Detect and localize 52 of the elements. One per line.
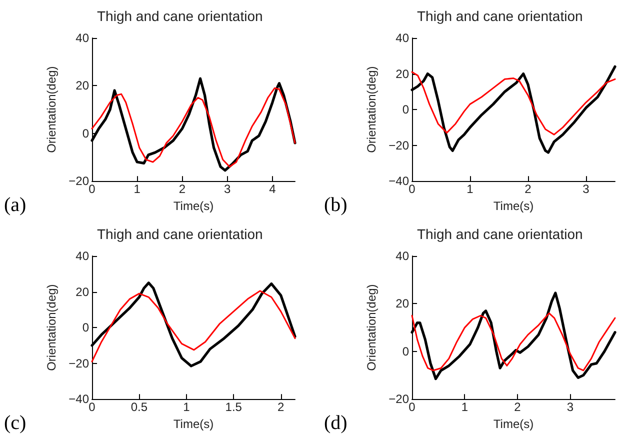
y-tick-label: 40 xyxy=(76,31,90,45)
x-tick-label: 3 xyxy=(224,182,231,196)
text: (d) xyxy=(324,412,348,434)
chart-title: Thigh and cane orientation xyxy=(97,8,263,24)
x-tick-label: 0.5 xyxy=(130,400,148,414)
y-tick-label: −40 xyxy=(388,174,410,188)
x-axis-title: Time(s) xyxy=(493,417,534,431)
x-axis-title: Time(s) xyxy=(173,199,214,213)
x-tick-label: 1 xyxy=(461,400,468,414)
line-series xyxy=(91,87,296,168)
x-tick-label: 1 xyxy=(134,182,141,196)
chart-title: Thigh and cane orientation xyxy=(417,8,583,24)
x-tick-label: 2 xyxy=(524,182,532,196)
x-axis-title: Time(s) xyxy=(493,199,534,213)
y-tick-label: −40 xyxy=(68,392,90,406)
x-tick-label: 1.5 xyxy=(225,400,242,414)
chart-title: Thigh and cane orientation xyxy=(97,226,263,242)
x-tick-label: 1 xyxy=(466,182,474,196)
text: (a) xyxy=(4,194,26,216)
x-tick-label: 4 xyxy=(269,182,276,196)
y-tick-label: −20 xyxy=(68,356,90,370)
y-tick-label: 0 xyxy=(402,102,410,117)
x-tick-label: 2 xyxy=(514,400,522,414)
y-tick-label: −20 xyxy=(388,392,410,406)
y-tick-label: 0 xyxy=(82,126,90,140)
chart-title: Thigh and cane orientation xyxy=(417,226,583,242)
line-series xyxy=(91,290,296,362)
y-tick-label: 20 xyxy=(396,296,410,311)
x-tick-label: 2 xyxy=(277,400,284,414)
y-tick-label: 20 xyxy=(396,66,410,81)
y-tick-label: 40 xyxy=(76,249,90,263)
x-tick-label: 3 xyxy=(566,400,574,414)
y-axis-title: Orientation(deg) xyxy=(364,66,379,153)
y-axis-title: Orientation(deg) xyxy=(44,66,59,153)
y-axis-title: Orientation(deg) xyxy=(44,284,59,371)
text: (c) xyxy=(4,412,26,434)
line-series xyxy=(411,71,616,136)
text: (b) xyxy=(324,194,348,216)
x-axis-title: Time(s) xyxy=(173,417,214,431)
x-tick-label: 2 xyxy=(178,182,186,196)
y-tick-label: 40 xyxy=(396,249,410,263)
y-tick-label: 20 xyxy=(76,284,90,299)
x-tick-label: 1 xyxy=(183,400,190,414)
y-tick-label: 20 xyxy=(76,78,90,93)
y-tick-label: 40 xyxy=(396,31,410,45)
y-tick-label: 0 xyxy=(82,320,90,335)
x-tick-label: 3 xyxy=(582,182,590,196)
y-tick-label: 0 xyxy=(402,344,410,358)
y-tick-label: −20 xyxy=(68,174,90,188)
line-series xyxy=(411,312,616,372)
y-tick-label: −20 xyxy=(388,138,410,152)
y-axis-title: Orientation(deg) xyxy=(364,284,379,371)
